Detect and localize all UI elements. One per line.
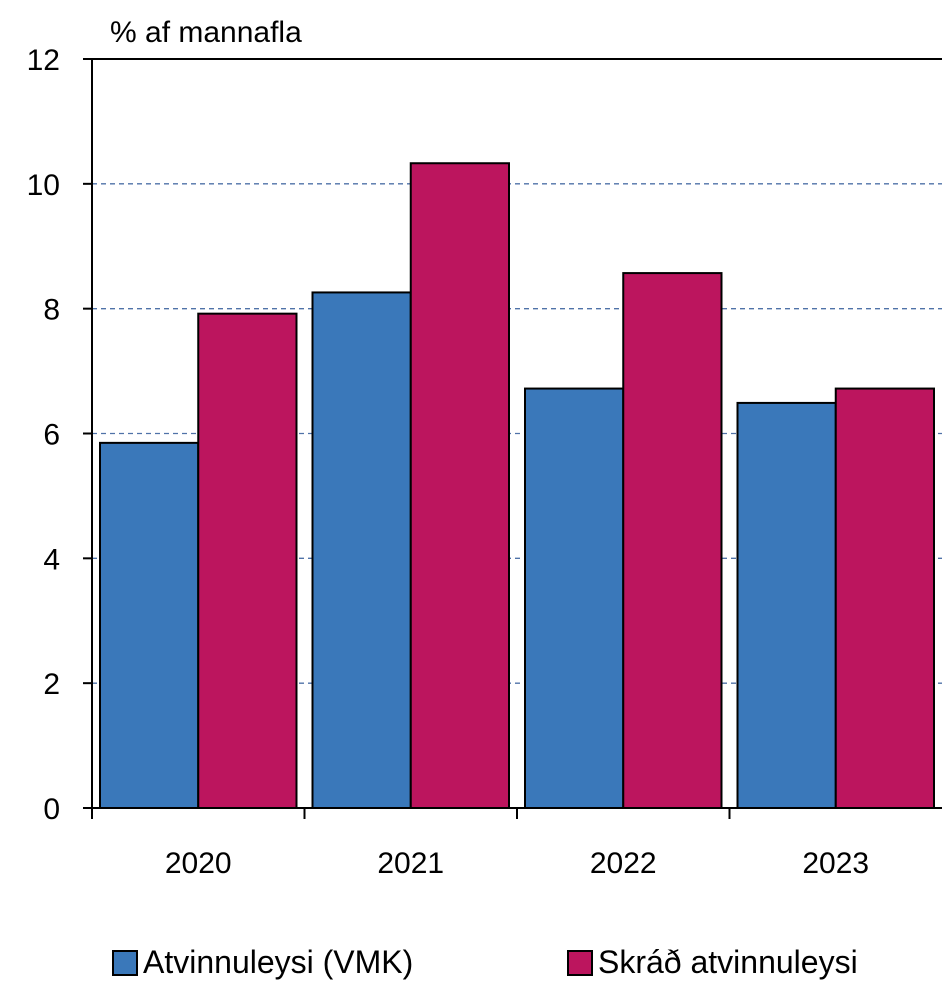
y-tick-label: 8 — [43, 294, 60, 327]
y-tick-label: 6 — [43, 419, 60, 452]
bar-2022-series-2 — [622, 272, 723, 809]
legend: Atvinnuleysi (VMK) Skráð atvinnuleysi — [112, 944, 858, 980]
y-tick-label: 12 — [27, 44, 60, 77]
x-tick-label: 2023 — [802, 847, 869, 880]
y-tick-label: 4 — [43, 543, 60, 576]
x-tick-label: 2022 — [590, 847, 657, 880]
y-tick-label: 2 — [43, 668, 60, 701]
bar-2023-series-2 — [834, 387, 935, 809]
bar-2022-series-1 — [524, 387, 625, 809]
x-tick-label: 2021 — [377, 847, 444, 880]
x-tick-label: 2020 — [165, 847, 232, 880]
bar-2020-series-2 — [197, 312, 298, 809]
legend-swatch — [112, 950, 138, 976]
x-tick-labels: 2020 2021 2022 2023 — [165, 847, 869, 880]
legend-label: Atvinnuleysi (VMK) — [143, 944, 413, 980]
gridlines — [92, 183, 942, 684]
legend-swatch — [567, 950, 593, 976]
bar-2023-series-1 — [736, 401, 837, 809]
y-tick-label: 0 — [43, 793, 60, 826]
bar-2021-series-2 — [409, 162, 510, 809]
bars — [99, 162, 935, 809]
bar-2021-series-1 — [311, 291, 412, 809]
bar-2020-series-1 — [99, 441, 200, 809]
y-tick-labels: 0 2 4 6 8 10 12 — [27, 44, 60, 826]
axes — [83, 58, 942, 819]
y-axis-unit-label: % af mannafla — [110, 16, 302, 49]
y-tick-label: 10 — [27, 169, 60, 202]
legend-label: Skráð atvinnuleysi — [598, 944, 858, 980]
